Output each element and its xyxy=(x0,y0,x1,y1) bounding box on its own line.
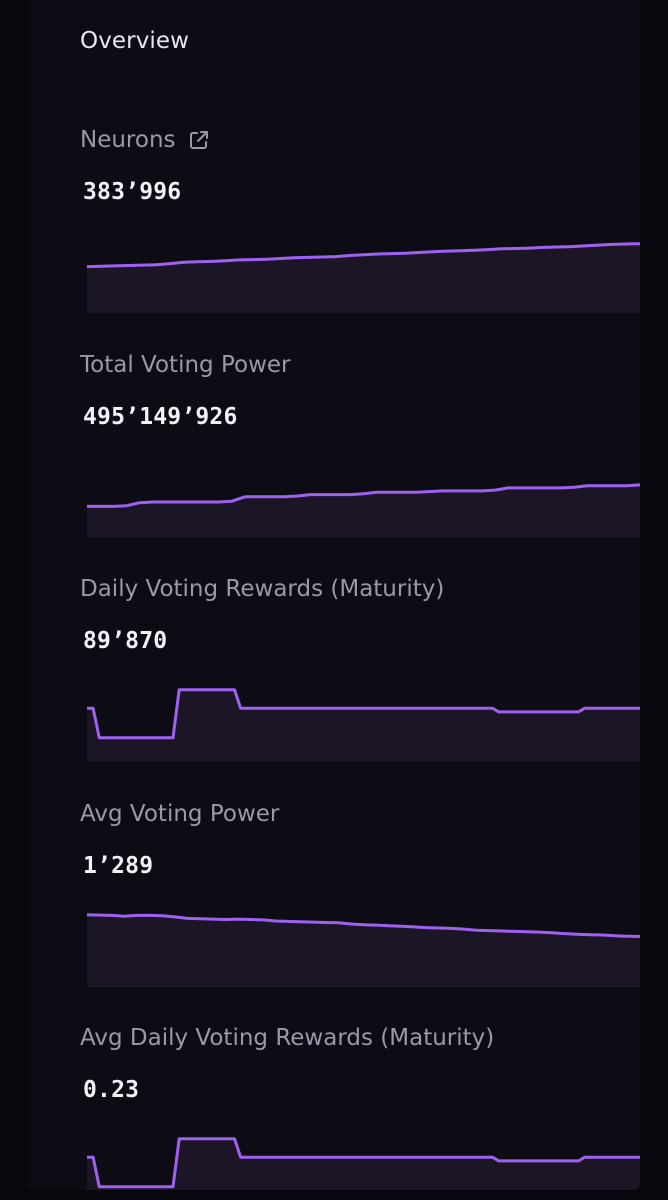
sparkline-chart xyxy=(86,242,640,313)
metric-label: Avg Voting Power xyxy=(80,801,280,827)
metric-value: 383’996 xyxy=(83,179,182,205)
sparkline-line xyxy=(87,483,640,508)
sparkline-area xyxy=(87,914,640,987)
metric-label: Total Voting Power xyxy=(80,352,291,378)
metric-label: Daily Voting Rewards (Maturity) xyxy=(80,576,445,602)
sparkline-chart xyxy=(86,913,640,987)
metric-value: 89’870 xyxy=(83,628,168,654)
sparkline-chart xyxy=(87,1137,640,1190)
metric-value: 0.23 xyxy=(83,1077,140,1103)
metric-label-text: Neurons xyxy=(80,127,176,153)
metric-value: 1’289 xyxy=(83,853,154,879)
overview-panel: Overview Neurons 383’996 Total Voting Po… xyxy=(28,0,640,1190)
sparkline-line xyxy=(87,1137,640,1189)
sparkline-area xyxy=(87,689,640,762)
metric-label: Neurons xyxy=(80,127,210,153)
external-link-icon[interactable] xyxy=(188,129,210,151)
metric-value: 495’149’926 xyxy=(83,404,238,430)
sparkline-line xyxy=(86,913,640,938)
sparkline-chart xyxy=(87,688,640,762)
sparkline-line xyxy=(86,242,640,269)
overview-title: Overview xyxy=(80,28,190,54)
sparkline-area xyxy=(87,484,640,538)
sparkline-chart xyxy=(87,483,640,538)
sparkline-area xyxy=(87,1138,640,1190)
sparkline-line xyxy=(87,688,640,740)
metric-label: Avg Daily Voting Rewards (Maturity) xyxy=(80,1025,495,1051)
